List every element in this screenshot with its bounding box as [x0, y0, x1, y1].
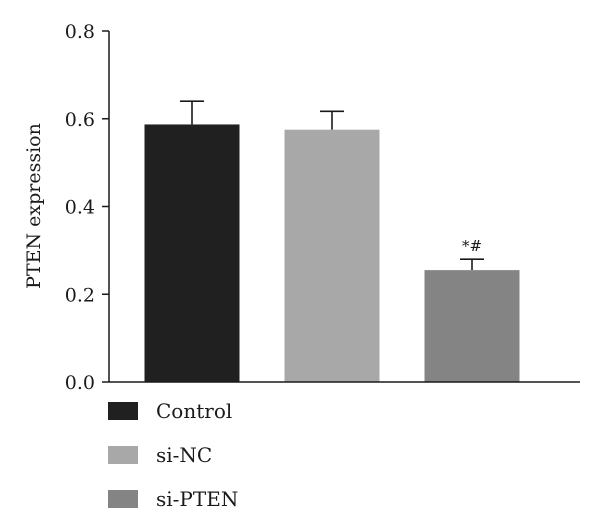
legend-label: Control [156, 399, 232, 423]
y-axis-title: PTEN expression [23, 123, 45, 289]
bar-si-nc [284, 129, 380, 382]
y-tick-label: 0.0 [65, 372, 95, 394]
bar-control [144, 124, 240, 383]
plot-area: 0.0 0.2 0.4 0.6 0.8 *# [65, 21, 580, 394]
legend-swatch [108, 402, 138, 420]
legend: Control si-NC si-PTEN [108, 399, 238, 511]
y-tick-label: 0.4 [65, 197, 95, 219]
legend-label: si-PTEN [156, 487, 238, 511]
y-tick-label: 0.6 [65, 109, 95, 131]
legend-swatch [108, 490, 138, 508]
bar-si-pten [424, 270, 520, 382]
y-tick-label: 0.2 [65, 284, 95, 306]
legend-swatch [108, 446, 138, 464]
legend-label: si-NC [156, 443, 212, 467]
y-tick-label: 0.8 [65, 21, 95, 43]
significance-annotation: *# [462, 237, 482, 255]
